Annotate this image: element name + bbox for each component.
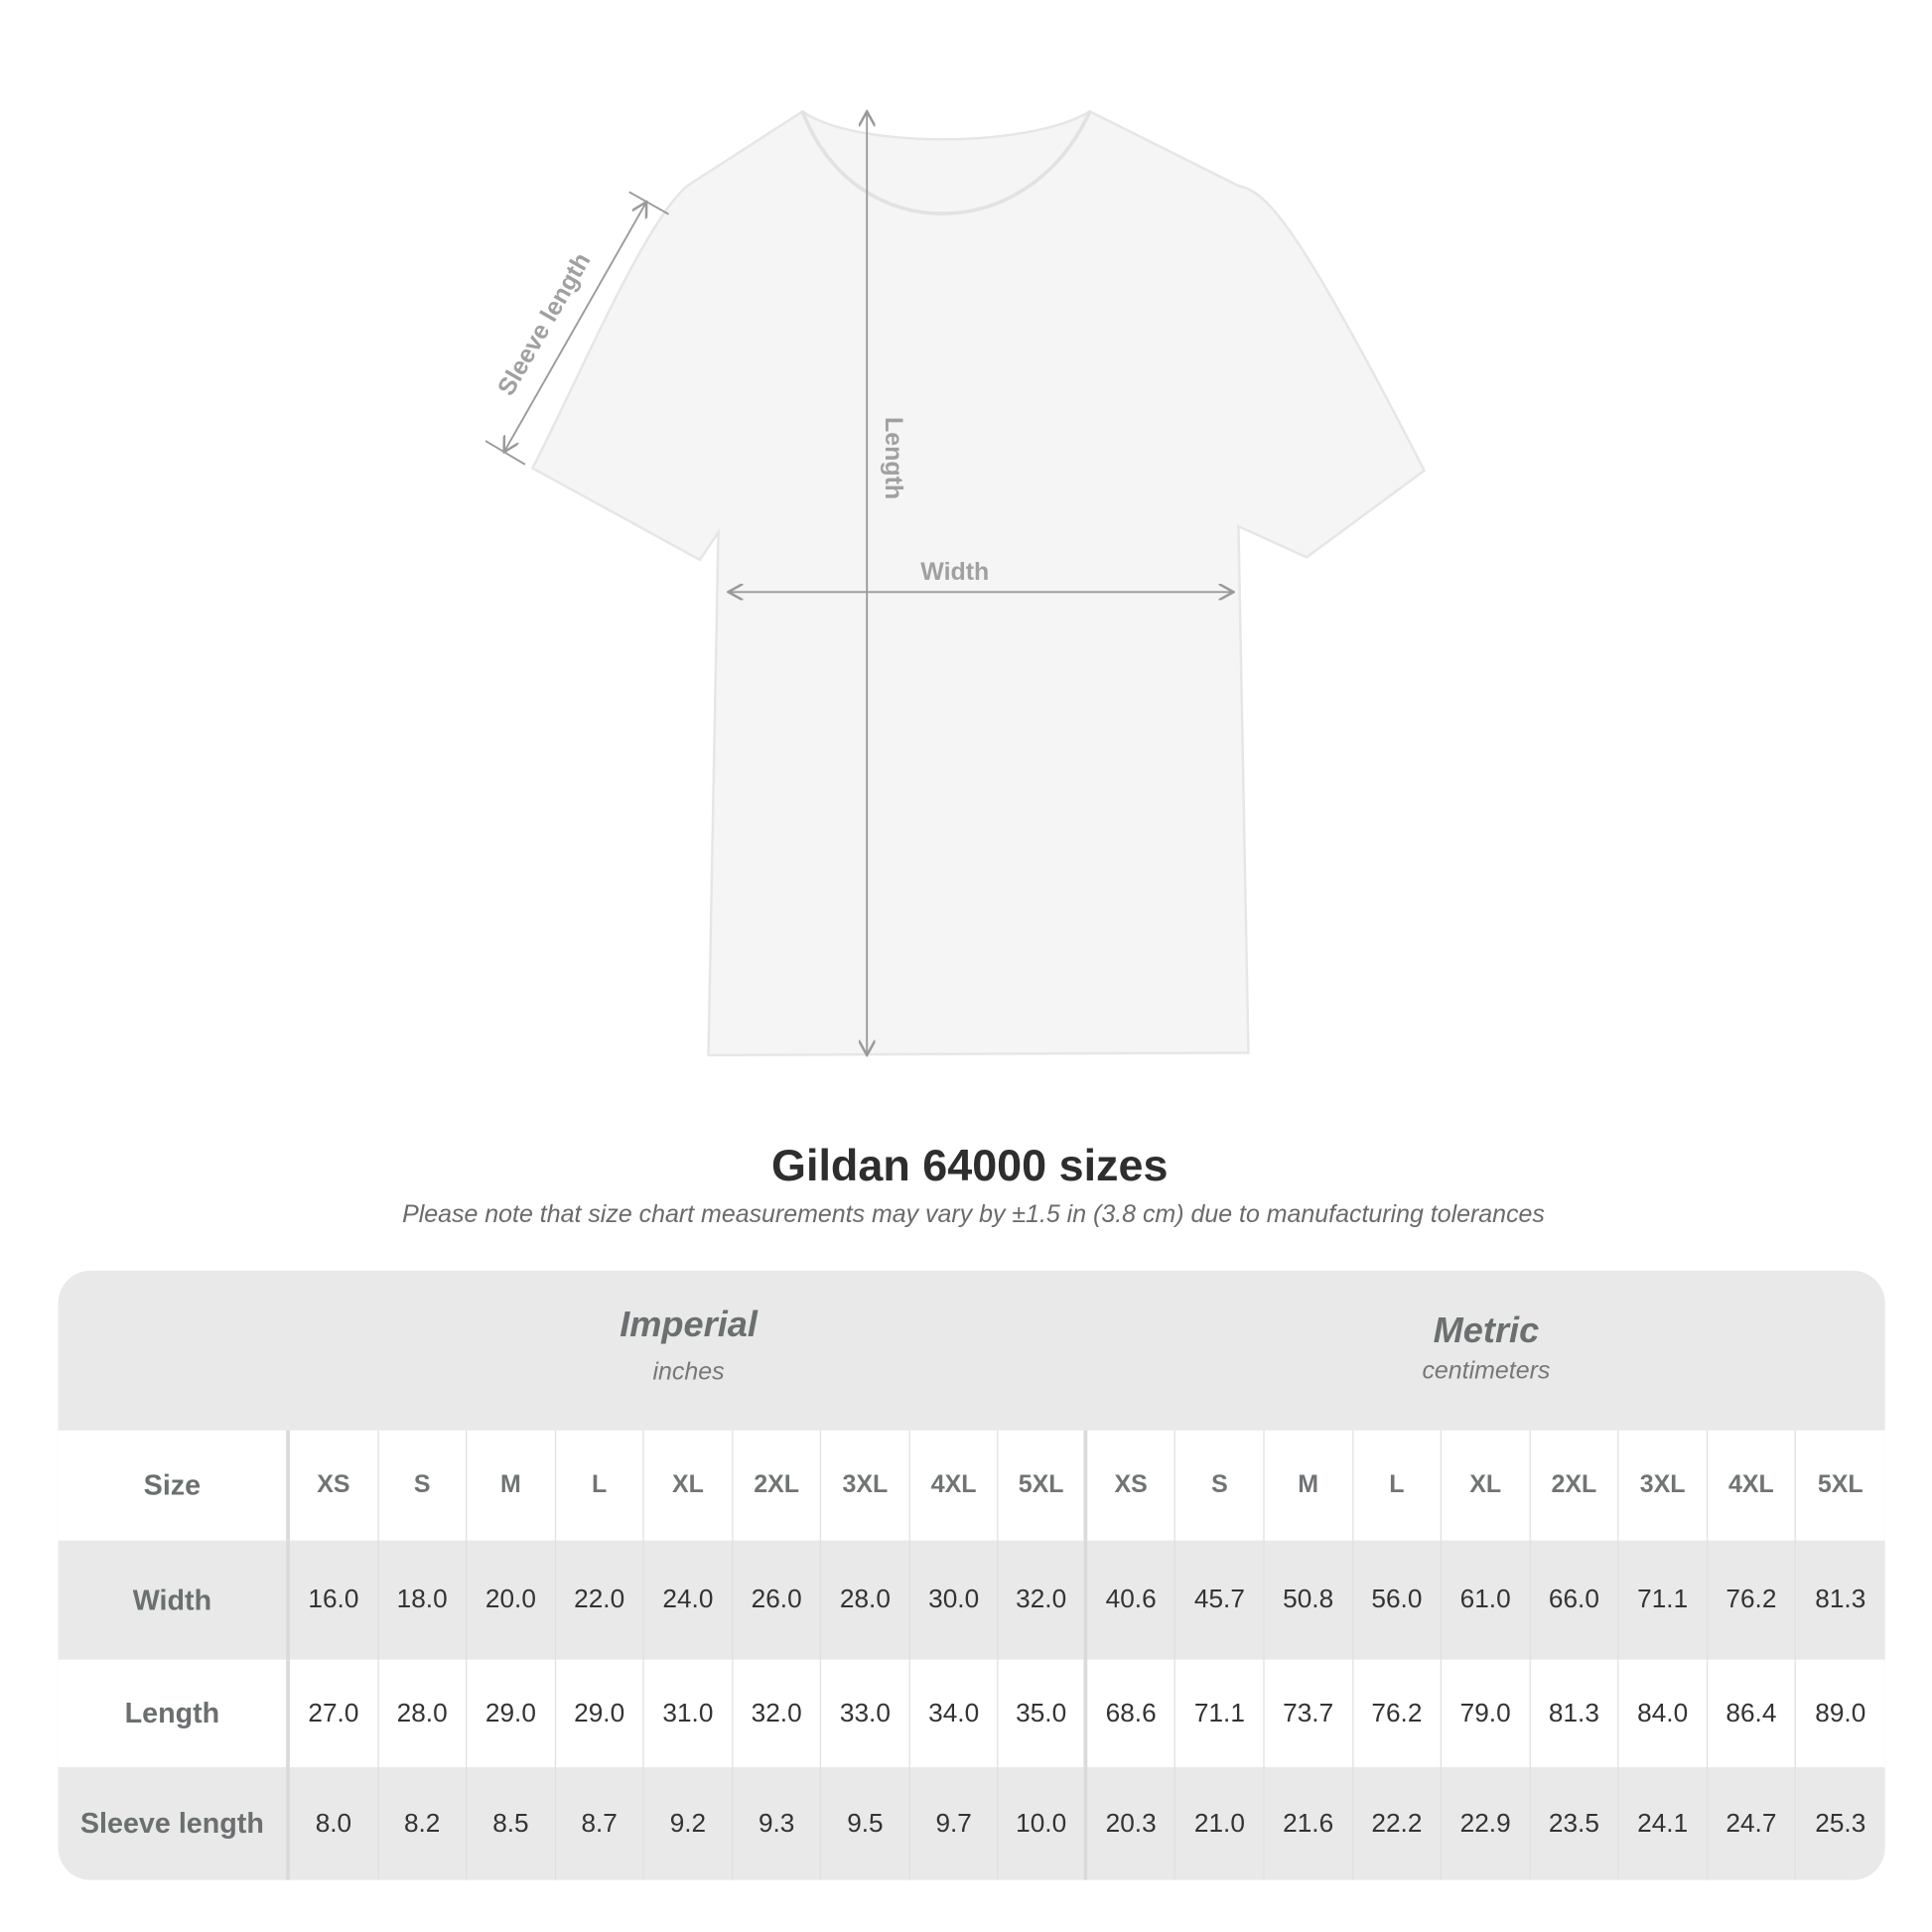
- table-cell: 20.3: [1087, 1767, 1176, 1880]
- table-cell: 31.0: [644, 1659, 734, 1768]
- size-header-cell: L: [556, 1430, 644, 1541]
- table-cell: 24.7: [1708, 1767, 1797, 1880]
- row-label: Width: [59, 1540, 290, 1660]
- table-cell: 10.0: [999, 1767, 1088, 1880]
- table-cell: 84.0: [1619, 1659, 1708, 1768]
- table-cell: 8.2: [378, 1767, 468, 1880]
- table-cell: 28.0: [821, 1540, 910, 1660]
- size-header-cell: S: [1175, 1430, 1265, 1541]
- size-header-cell: 2XL: [1530, 1430, 1619, 1541]
- table-cell: 18.0: [378, 1540, 468, 1660]
- table-cell: 61.0: [1442, 1540, 1531, 1660]
- table-cell: 86.4: [1708, 1659, 1797, 1768]
- sleeve-arrow: [504, 202, 646, 452]
- table-cell: 22.0: [556, 1540, 644, 1660]
- length-label: Length: [880, 417, 907, 499]
- size-header-row: Size XS S M L XL 2XL 3XL 4XL 5XL XS S M L XL 2XL 3XL 4XL 5…: [58, 1430, 1885, 1541]
- size-header-cell: XS: [1087, 1430, 1176, 1541]
- table-cell: 16.0: [290, 1540, 379, 1660]
- table-row: Length 27.0 28.0 29.0 29.0 31.0 32.0 33.0 34.0 35…: [58, 1659, 1885, 1768]
- table-cell: 24.1: [1619, 1767, 1708, 1880]
- table-cell: 30.0: [910, 1540, 999, 1660]
- table-cell: 68.6: [1087, 1659, 1176, 1768]
- row-label: Sleeve length: [59, 1767, 290, 1880]
- table-cell: 28.0: [378, 1659, 468, 1768]
- page-title: Gildan 64000 sizes: [771, 1139, 1169, 1190]
- table-cell: 71.1: [1175, 1659, 1265, 1768]
- table-cell: 25.3: [1815, 1808, 1866, 1838]
- size-header-cell: S: [378, 1430, 468, 1541]
- table-cell: 56.0: [1353, 1540, 1443, 1660]
- tolerance-note: Please note that size chart measurements…: [402, 1201, 1545, 1229]
- table-cell: 76.2: [1708, 1540, 1797, 1660]
- table-cell: 21.6: [1265, 1767, 1353, 1880]
- table-cell: 9.7: [910, 1767, 999, 1880]
- size-header-cell: 5XL: [999, 1430, 1088, 1541]
- table-cell: 20.0: [467, 1540, 556, 1660]
- table-cell: 73.7: [1265, 1659, 1353, 1768]
- size-header-cell: XL: [644, 1430, 734, 1541]
- table-cell: 40.6: [1087, 1540, 1176, 1660]
- table-cell: 81.3: [1815, 1585, 1866, 1614]
- table-cell: 9.2: [644, 1767, 734, 1880]
- width-label: Width: [920, 558, 989, 586]
- size-header-cell: M: [467, 1430, 556, 1541]
- table-cell: 8.7: [556, 1767, 644, 1880]
- table-cell: 50.8: [1265, 1540, 1353, 1660]
- table-cell: 79.0: [1442, 1659, 1531, 1768]
- table-cell: 27.0: [290, 1659, 379, 1768]
- table-cell: 26.0: [733, 1540, 822, 1660]
- table-cell: 29.0: [467, 1659, 556, 1768]
- table-cell: 34.0: [910, 1659, 999, 1768]
- size-header-cell: 5XL: [1817, 1470, 1863, 1499]
- size-table: Imperial inches Metric centimeters Size X…: [58, 1270, 1885, 1880]
- table-cell: 21.0: [1175, 1767, 1265, 1880]
- size-header-cell: 3XL: [1619, 1430, 1708, 1541]
- table-row: Width 16.0 18.0 20.0 22.0 24.0 26.0 28.0 30.0 32.…: [58, 1540, 1885, 1660]
- table-cell: 45.7: [1175, 1540, 1265, 1660]
- table-cell: 9.5: [821, 1767, 910, 1880]
- table-cell: 81.3: [1530, 1659, 1619, 1768]
- table-cell: 8.5: [467, 1767, 556, 1880]
- table-cell: 29.0: [556, 1659, 644, 1768]
- row-label: Length: [59, 1659, 290, 1768]
- size-header-cell: M: [1265, 1430, 1353, 1541]
- size-header-cell: 4XL: [1708, 1430, 1797, 1541]
- group-metric: Metric centimeters: [1422, 1311, 1551, 1385]
- table-cell: 32.0: [733, 1659, 822, 1768]
- size-header-cell: 3XL: [821, 1430, 910, 1541]
- size-header-cell: 4XL: [910, 1430, 999, 1541]
- table-cell: 33.0: [821, 1659, 910, 1768]
- row-label: Size: [59, 1430, 290, 1541]
- size-header-cell: L: [1353, 1430, 1443, 1541]
- table-cell: 71.1: [1619, 1540, 1708, 1660]
- table-cell: 66.0: [1530, 1540, 1619, 1660]
- size-header-cell: XL: [1442, 1430, 1531, 1541]
- table-row: Sleeve length 8.0 8.2 8.5 8.7 9.2 9.3 9.5 9.7 10.…: [58, 1767, 1885, 1880]
- table-cell: 23.5: [1530, 1767, 1619, 1880]
- table-cell: 9.3: [733, 1767, 822, 1880]
- table-cell: 32.0: [999, 1540, 1088, 1660]
- table-cell: 22.9: [1442, 1767, 1531, 1880]
- size-header-cell: 2XL: [733, 1430, 822, 1541]
- table-cell: 8.0: [290, 1767, 379, 1880]
- table-cell: 35.0: [999, 1659, 1088, 1768]
- table-cell: 76.2: [1353, 1659, 1443, 1768]
- size-header-cell: XS: [290, 1430, 379, 1541]
- tshirt-diagram: Sleeve length Length Width: [484, 0, 1427, 1115]
- table-cell: 89.0: [1815, 1698, 1866, 1727]
- table-cell: 24.0: [644, 1540, 734, 1660]
- group-imperial: Imperial inches: [620, 1305, 758, 1386]
- table-cell: 22.2: [1353, 1767, 1443, 1880]
